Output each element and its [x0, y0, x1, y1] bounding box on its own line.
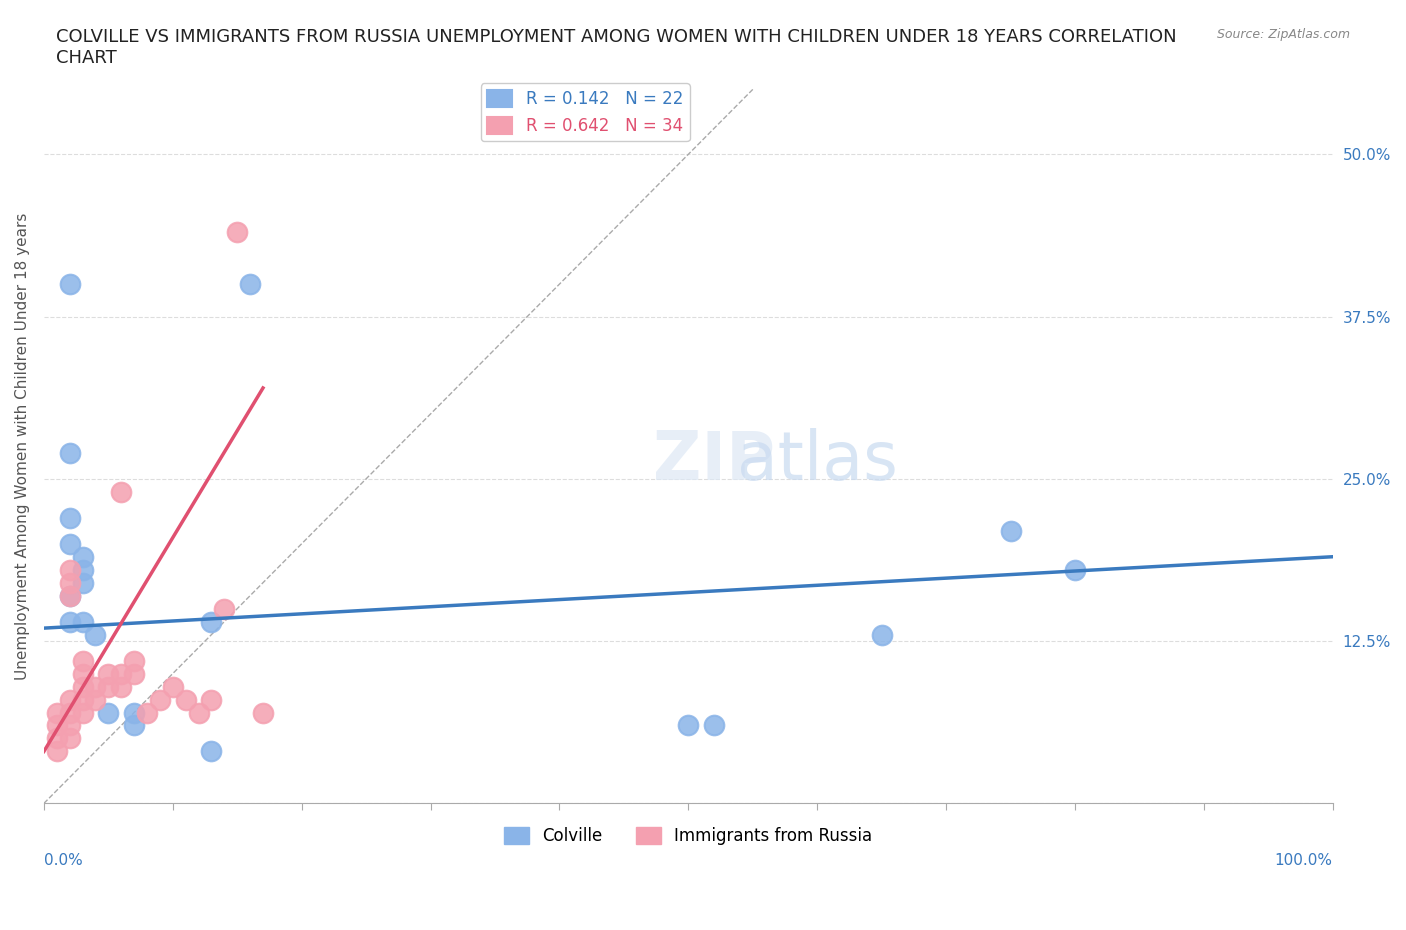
Point: [59, 692, 82, 707]
Point: [72, 550, 94, 565]
Point: [1000, 524, 1022, 538]
Point: [59, 511, 82, 525]
Point: [174, 692, 197, 707]
Text: COLVILLE VS IMMIGRANTS FROM RUSSIA UNEMPLOYMENT AMONG WOMEN WITH CHILDREN UNDER : COLVILLE VS IMMIGRANTS FROM RUSSIA UNEMP…: [56, 28, 1177, 67]
Point: [72, 705, 94, 720]
Point: [1064, 563, 1087, 578]
Point: [45, 744, 67, 759]
Y-axis label: Unemployment Among Women with Children Under 18 years: Unemployment Among Women with Children U…: [15, 213, 30, 680]
Point: [162, 679, 184, 694]
Point: [84, 679, 107, 694]
Text: 100.0%: 100.0%: [1275, 854, 1333, 869]
Point: [678, 718, 700, 733]
Point: [122, 718, 145, 733]
Point: [226, 225, 249, 240]
Point: [45, 705, 67, 720]
Point: [59, 537, 82, 551]
Text: Source: ZipAtlas.com: Source: ZipAtlas.com: [1216, 28, 1350, 41]
Point: [72, 666, 94, 681]
Point: [214, 601, 236, 616]
Point: [149, 692, 172, 707]
Text: ZIP: ZIP: [654, 428, 775, 494]
Point: [97, 679, 120, 694]
Point: [122, 666, 145, 681]
Point: [97, 705, 120, 720]
Point: [59, 589, 82, 604]
Point: [72, 576, 94, 591]
Point: [59, 277, 82, 292]
Point: [187, 705, 209, 720]
Point: [252, 705, 274, 720]
Point: [59, 589, 82, 604]
Point: [59, 563, 82, 578]
Legend: Colville, Immigrants from Russia: Colville, Immigrants from Russia: [498, 820, 879, 852]
Point: [72, 614, 94, 629]
Text: 0.0%: 0.0%: [44, 854, 83, 869]
Text: atlas: atlas: [737, 428, 897, 494]
Point: [122, 653, 145, 668]
Point: [200, 614, 222, 629]
Point: [870, 627, 893, 642]
Point: [122, 705, 145, 720]
Point: [97, 666, 120, 681]
Point: [59, 614, 82, 629]
Point: [59, 731, 82, 746]
Point: [84, 692, 107, 707]
Point: [72, 653, 94, 668]
Point: [84, 627, 107, 642]
Point: [200, 744, 222, 759]
Point: [136, 705, 159, 720]
Point: [200, 692, 222, 707]
Point: [59, 705, 82, 720]
Point: [703, 718, 725, 733]
Point: [110, 485, 132, 499]
Point: [110, 666, 132, 681]
Point: [72, 692, 94, 707]
Point: [59, 445, 82, 460]
Point: [239, 277, 262, 292]
Point: [45, 718, 67, 733]
Point: [110, 679, 132, 694]
Point: [45, 731, 67, 746]
Point: [59, 718, 82, 733]
Point: [59, 576, 82, 591]
Point: [72, 563, 94, 578]
Point: [72, 679, 94, 694]
